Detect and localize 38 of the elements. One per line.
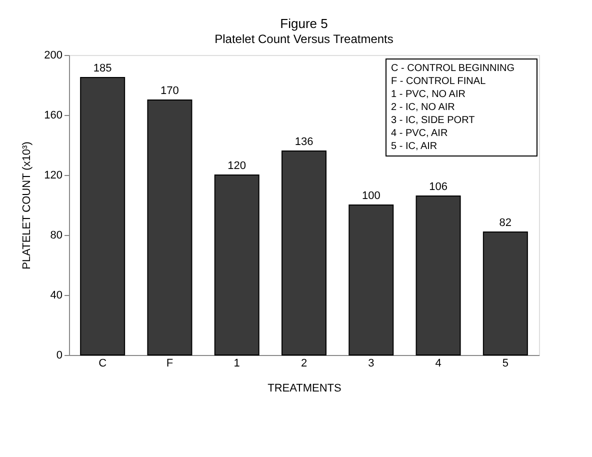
bar — [282, 150, 326, 356]
bar — [416, 196, 461, 356]
x-tick-label: 5 — [502, 358, 508, 370]
annotation: 3 - IC, SIDE PORT — [391, 115, 475, 126]
annotation: C - CONTROL BEGINNING — [391, 63, 515, 74]
bar — [80, 77, 126, 356]
annotation: 4 - PVC, AIR — [391, 128, 448, 139]
data-label: 120 — [228, 160, 246, 172]
x-tick-label: 2 — [300, 358, 308, 370]
bar — [147, 100, 192, 356]
x-axis-title: TREATMENTS — [268, 382, 342, 394]
y-tick-label: 200 — [44, 50, 62, 62]
x-tick-label: 3 — [368, 358, 374, 370]
y-tick-label: 120 — [44, 170, 62, 182]
x-tick-label: F — [166, 358, 174, 370]
y-tick-label: 40 — [50, 290, 62, 302]
data-label: 82 — [499, 217, 512, 229]
bar — [214, 174, 260, 356]
y-tick-label: 160 — [44, 110, 62, 122]
y-tick-label: 0 — [56, 350, 62, 362]
annotation: 5 - IC, AIR — [391, 141, 438, 152]
bar — [482, 232, 528, 356]
data-label: 100 — [362, 190, 380, 202]
y-axis-title: PLATELET COUNT (x10³) — [21, 142, 34, 270]
bar — [348, 204, 394, 356]
x-tick-label: 1 — [234, 358, 240, 370]
x-tick-label: C — [98, 358, 107, 370]
data-label: 185 — [93, 62, 112, 74]
annotation: F - CONTROL FINAL — [391, 76, 486, 87]
data-label: 136 — [294, 136, 314, 148]
y-tick-label: 80 — [50, 230, 62, 242]
data-label: 106 — [429, 181, 448, 193]
annotation: 1 - PVC, NO AIR — [391, 89, 466, 100]
data-label: 170 — [160, 85, 179, 97]
chart-subtitle: Platelet Count Versus Treatments — [214, 32, 394, 46]
annotation: 2 - IC, NO AIR — [391, 102, 455, 113]
x-tick-label: 4 — [435, 358, 442, 370]
chart-title: Figure 5 — [280, 16, 328, 31]
